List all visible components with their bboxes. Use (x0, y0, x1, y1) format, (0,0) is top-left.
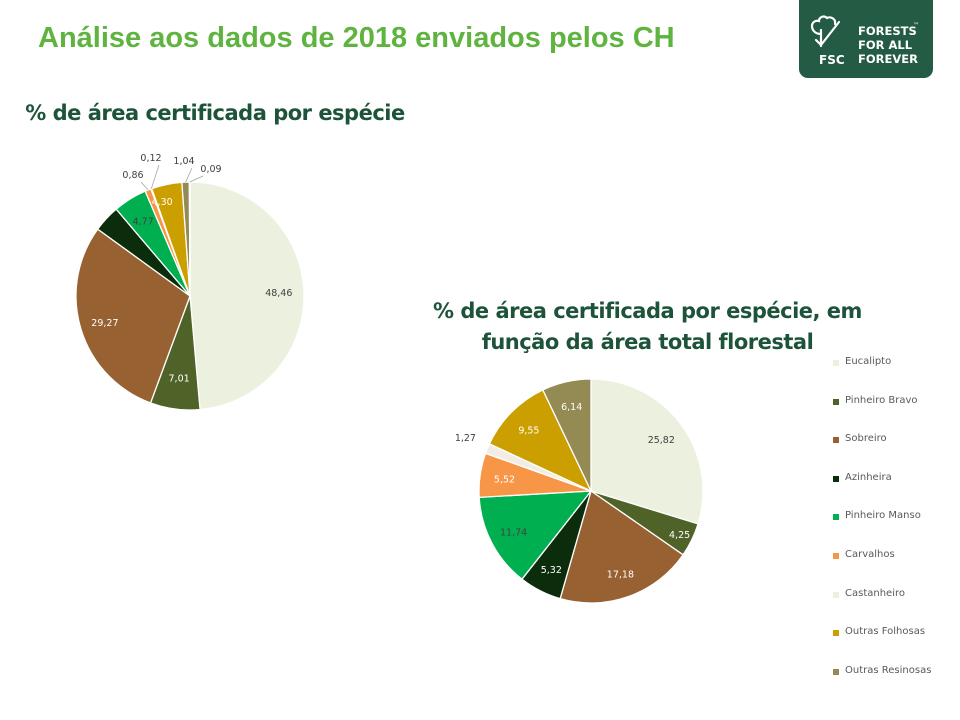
fsc-logo: FSC FORESTS FOR ALL FOREVER ™ (799, 0, 933, 78)
page-title: Análise aos dados de 2018 enviados pelos… (38, 22, 675, 54)
legend-label: Azinheira (845, 471, 892, 483)
pie1-data-label: 1,04 (173, 156, 194, 167)
pie2-slice-eucalipto (590, 378, 704, 525)
legend-label: Castanheiro (845, 587, 905, 599)
pie1-data-label: 7,01 (169, 373, 190, 384)
legend-label: Eucalipto (845, 356, 892, 367)
pie1-leader-line (189, 175, 204, 183)
fsc-logo-graphic: FSC FORESTS FOR ALL FOREVER ™ (810, 15, 919, 67)
legend-swatch (833, 475, 839, 482)
logo-abbr: FSC (819, 53, 845, 67)
legend-swatch (833, 437, 839, 444)
legend-swatch (833, 668, 839, 675)
legend-label: Outras Resinosas (845, 664, 932, 676)
pie1-data-label: 0,09 (200, 164, 221, 175)
chart-1-title: % de área certificada por espécie (25, 101, 405, 125)
pie2-data-label: 1,27 (455, 433, 476, 444)
pie2-data-label: 4,25 (669, 530, 690, 541)
pie1-leader-line (140, 181, 149, 191)
logo-tm: ™ (913, 22, 919, 29)
legend-label: Pinheiro Bravo (845, 394, 918, 406)
pie1-data-label: 0,86 (122, 170, 143, 181)
pie2-data-label: 25,82 (648, 435, 675, 446)
pie2-slice-outras-resinosas (541, 378, 592, 492)
pie2-data-label: 5,32 (541, 565, 562, 576)
tree-check-icon (810, 15, 841, 48)
pie1-slice-sobreiro (75, 228, 191, 404)
pie1-slice-eucalipto (189, 181, 305, 411)
pie1-data-label: 4,30 (152, 197, 173, 208)
legend-swatch (833, 360, 839, 366)
pie1-leader-line (150, 164, 160, 189)
logo-line-2: FOR ALL (858, 38, 913, 52)
pie1-data-label: 48,46 (265, 288, 292, 299)
legend-label: Sobreiro (845, 433, 887, 445)
legend-swatch (833, 630, 839, 637)
legend-swatch (833, 591, 839, 598)
pie1-data-label: 29,27 (91, 318, 118, 329)
pie2-slice-pinheiro-manso (478, 490, 593, 581)
pie2-data-label: 9,55 (518, 426, 539, 437)
pie2-data-label: 5,52 (494, 475, 515, 486)
legend-swatch (833, 553, 839, 559)
legend-swatch (833, 514, 839, 521)
pie2-slice-sobreiro (559, 489, 684, 604)
pie1-data-label: 4,77 (133, 216, 154, 227)
legend-label: Pinheiro Manso (845, 510, 921, 522)
logo-line-1: FORESTS (858, 24, 917, 38)
pie2-data-label: 17,18 (607, 569, 634, 580)
chart-2-title: % de área certificada por espécie, em fu… (433, 299, 862, 354)
pie1-data-label: 0,12 (140, 153, 161, 164)
pie2-slice-outras-folhosas (488, 389, 593, 493)
pie2-data-label: 6,14 (561, 402, 582, 413)
logo-line-3: FOREVER (858, 52, 918, 66)
pie2-data-label: 11,74 (500, 528, 527, 539)
pie1-leader-line (185, 167, 193, 183)
legend-label: Carvalhos (845, 549, 895, 560)
legend-label: Outras Folhosas (845, 626, 926, 638)
legend-swatch (833, 398, 839, 405)
